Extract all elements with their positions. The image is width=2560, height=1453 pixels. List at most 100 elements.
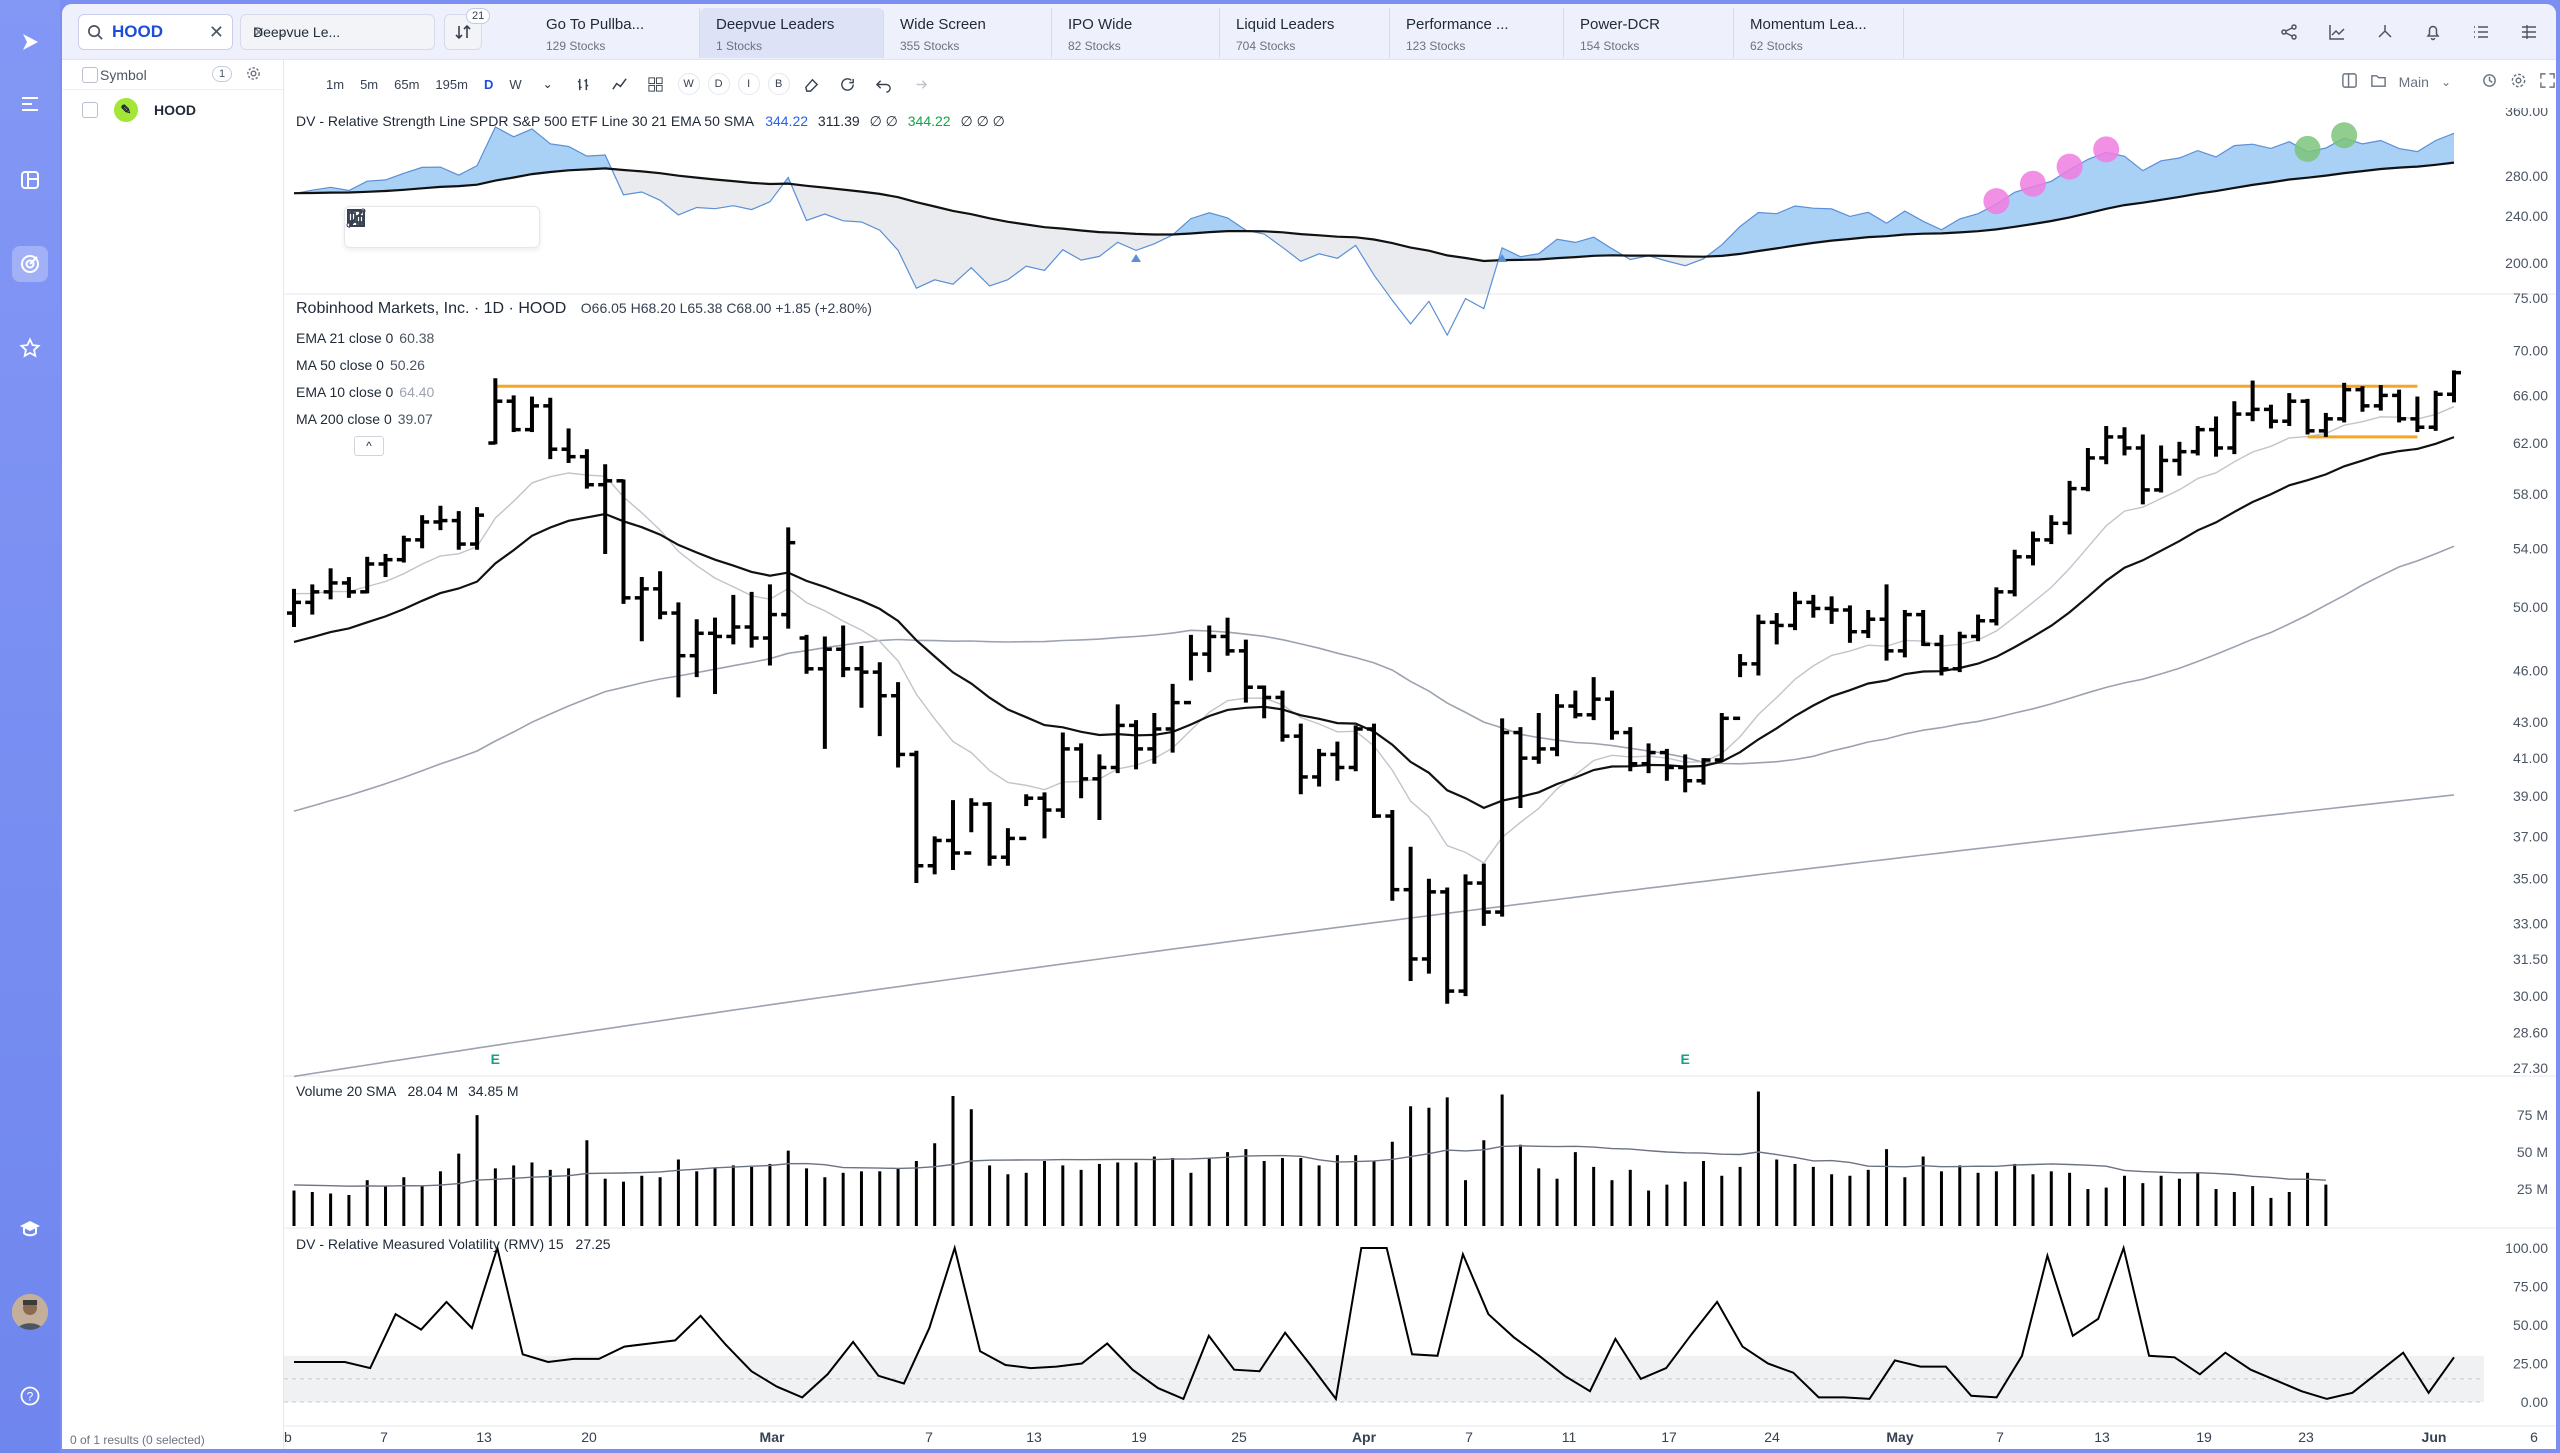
tab-subtitle: 154 Stocks — [1580, 39, 1640, 53]
ohlc-bar — [1806, 594, 1821, 618]
tab-watchlist[interactable]: Power-DCR 154 Stocks — [1564, 8, 1734, 58]
chart-area[interactable]: 75.00 70.00 66.00 62.00 58.00 54.00 50.00 46.00… — [284, 108, 2556, 1449]
ohlc-bar — [2282, 393, 2297, 427]
fullscreen-icon[interactable] — [2539, 72, 2556, 92]
tab-watchlist[interactable]: Deepvue Leaders 1 Stocks — [700, 8, 884, 58]
period-button[interactable]: W — [677, 73, 700, 95]
period-button[interactable]: B — [767, 73, 790, 95]
rs-new-high-dot — [1983, 188, 2010, 215]
bell-icon[interactable] — [2418, 18, 2448, 46]
ohlc-bar — [1568, 690, 1583, 719]
ohlc-bar — [671, 602, 686, 698]
legend-collapse-button[interactable]: ^ — [354, 436, 384, 456]
layout-label[interactable]: Main — [2398, 74, 2429, 90]
share-icon[interactable] — [2274, 18, 2304, 46]
symbol-ticker: HOOD — [154, 102, 196, 118]
chevron-down-icon[interactable]: ⌄ — [542, 77, 553, 91]
price-axis-label: 50.00 — [2513, 599, 2548, 615]
price-ohlc: O66.05 H68.20 L65.38 C68.00 +1.85 (+2.80… — [580, 300, 872, 316]
rs-new-high-dot — [2331, 122, 2358, 149]
list-icon[interactable] — [2466, 18, 2496, 46]
grid-icon[interactable] — [2514, 18, 2544, 46]
timeframe-button[interactable]: D — [483, 76, 494, 92]
tab-watchlist[interactable]: Liquid Leaders 704 Stocks — [1220, 8, 1390, 58]
redo-icon[interactable] — [908, 72, 932, 96]
tab-watchlist[interactable]: Wide Screen 355 Stocks — [884, 8, 1052, 58]
ohlc-bar — [1312, 748, 1327, 787]
x-axis-label: 23 — [2298, 1429, 2314, 1445]
chevron-down-icon[interactable]: ⌄ — [2440, 75, 2451, 89]
timeframe-button[interactable]: 65m — [394, 76, 420, 92]
earnings-marker: E — [491, 1051, 500, 1067]
volume-pane-legend: Volume 20 SMA 28.04 M 34.85 M — [296, 1083, 519, 1099]
watchlist-select-value: Deepvue Le... — [253, 24, 341, 40]
replay-icon[interactable] — [2481, 72, 2498, 92]
ohlc-bar — [433, 505, 448, 531]
tab-watchlist[interactable]: Momentum Lea... 62 Stocks — [1734, 8, 1904, 58]
rs-new-high-dot — [2019, 170, 2046, 197]
timeframe-button[interactable]: 5m — [360, 76, 379, 92]
ohlc-bar — [1989, 587, 2004, 626]
settings-icon[interactable] — [2510, 72, 2527, 92]
select-all-checkbox[interactable] — [82, 66, 98, 83]
close-icon[interactable]: ✕ — [208, 21, 224, 42]
bar-type-icon[interactable] — [572, 72, 596, 96]
undo-icon[interactable] — [872, 72, 896, 96]
rs-new-high-dot — [2294, 135, 2321, 162]
refresh-icon[interactable] — [836, 72, 860, 96]
period-button[interactable]: D — [707, 73, 730, 95]
ohlc-bar — [762, 584, 777, 666]
screener-icon[interactable] — [12, 246, 48, 282]
price-chart-svg[interactable]: 75.0070.0066.0062.0058.0054.0050.0046.00… — [284, 108, 2556, 1449]
volume-sma-line — [293, 1145, 2326, 1187]
eraser-icon[interactable] — [800, 72, 824, 96]
folder-icon[interactable] — [2370, 72, 2387, 92]
watchlist-select[interactable]: Deepvue Le... ✕ ⌄ — [240, 14, 435, 50]
star-icon[interactable] — [12, 330, 48, 366]
logo-icon[interactable] — [12, 24, 48, 60]
menu-icon[interactable] — [12, 86, 48, 122]
timeframe-button[interactable]: 195m — [435, 76, 468, 92]
tab-watchlist[interactable]: Go To Pullba... 129 Stocks — [530, 8, 700, 58]
rmv-line — [294, 1244, 2455, 1402]
row-checkbox[interactable] — [82, 102, 98, 118]
ohlc-bar — [2263, 404, 2278, 429]
x-axis-label: eb — [284, 1429, 292, 1445]
ohlc-bar — [2428, 390, 2443, 431]
list-item[interactable]: ✎ HOOD — [62, 90, 283, 130]
x-axis-label: 19 — [2196, 1429, 2212, 1445]
symbol-list-panel: Symbol 1 ✎ HOOD 0 of 1 results (0 select… — [62, 60, 284, 1449]
layout-grid-icon[interactable] — [2341, 72, 2358, 92]
search-input[interactable]: HOOD ✕ — [78, 14, 233, 50]
indicators-icon[interactable] — [608, 72, 632, 96]
avatar[interactable] — [12, 1294, 48, 1330]
layout-icon[interactable] — [12, 162, 48, 198]
ma-value: 50.26 — [389, 357, 425, 373]
learn-icon[interactable] — [12, 1210, 48, 1246]
gear-icon[interactable] — [246, 66, 261, 84]
rs-value-5: ∅ ∅ ∅ — [960, 113, 1005, 129]
close-icon[interactable]: ✕ — [253, 23, 265, 40]
ohlc-bar — [2025, 531, 2040, 566]
rs-pane-title: DV - Relative Strength Line SPDR S&P 500… — [296, 113, 754, 129]
timeframe-button[interactable]: W — [509, 76, 522, 92]
scanner-icon[interactable] — [2370, 18, 2400, 46]
period-button[interactable]: I — [737, 73, 760, 95]
ohlc-bar — [616, 479, 631, 604]
x-axis-label: Apr — [1352, 1429, 1377, 1445]
x-axis-label: 11 — [1562, 1429, 1577, 1445]
help-icon[interactable]: ? — [12, 1378, 48, 1414]
tab-watchlist[interactable]: IPO Wide 82 Stocks — [1052, 8, 1220, 58]
ohlc-bar — [1824, 596, 1839, 624]
ohlc-bar — [1550, 694, 1565, 757]
chart-icon[interactable] — [2322, 18, 2352, 46]
ohlc-bar — [2227, 401, 2242, 455]
ohlc-bar — [1788, 591, 1803, 631]
symbol-column-label[interactable]: Symbol — [100, 66, 147, 83]
templates-icon[interactable] — [644, 72, 668, 96]
ohlc-bar — [506, 395, 521, 433]
tab-watchlist[interactable]: Performance ... 123 Stocks — [1390, 8, 1564, 58]
timeframe-button[interactable]: 1m — [326, 76, 345, 92]
ohlc-bar — [1623, 727, 1638, 772]
ohlc-bar — [2355, 386, 2370, 412]
